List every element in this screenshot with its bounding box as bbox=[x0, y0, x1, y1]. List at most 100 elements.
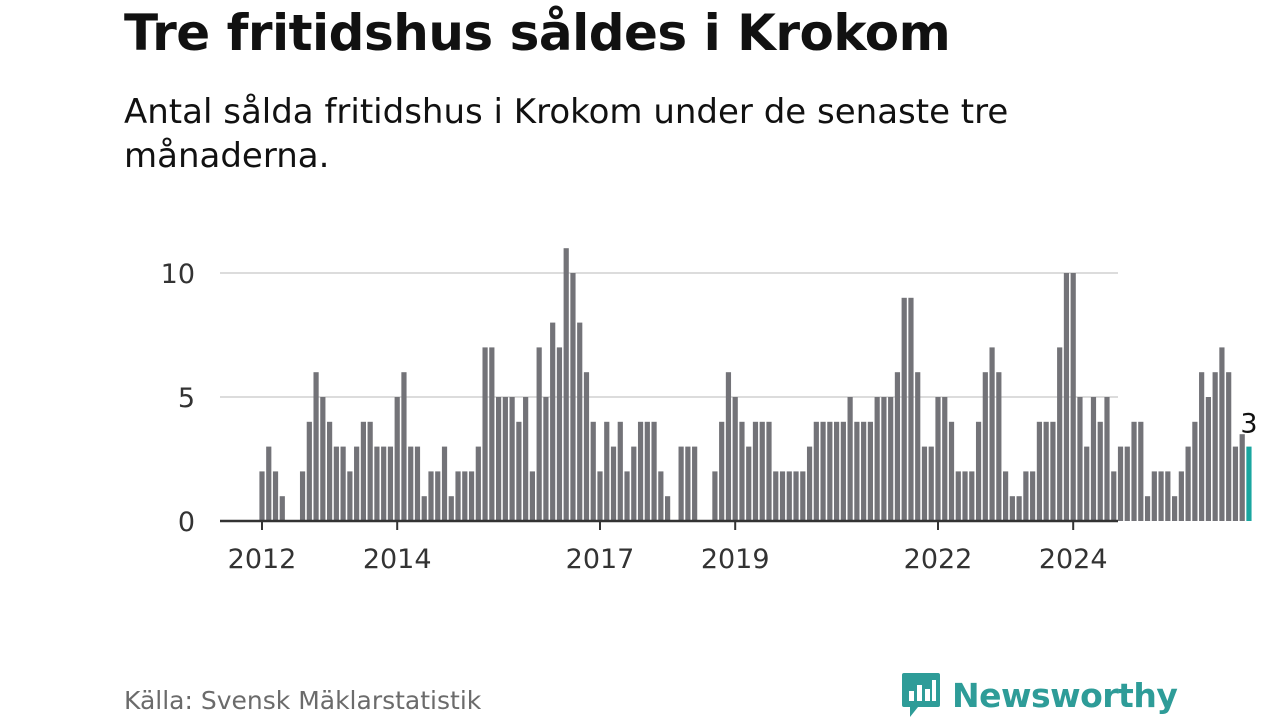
bar bbox=[523, 397, 529, 521]
x-tick-label: 2022 bbox=[904, 544, 973, 575]
bar bbox=[1090, 397, 1097, 521]
bar bbox=[550, 322, 556, 521]
bar bbox=[1043, 421, 1049, 521]
bar bbox=[854, 421, 860, 521]
bar bbox=[692, 446, 698, 521]
bar bbox=[888, 397, 894, 521]
bar bbox=[1124, 446, 1130, 521]
bar bbox=[1205, 397, 1211, 521]
bar bbox=[989, 347, 995, 521]
bar bbox=[604, 421, 610, 521]
bar bbox=[928, 446, 934, 521]
bar bbox=[1131, 421, 1137, 521]
bar bbox=[982, 372, 988, 521]
bar bbox=[455, 471, 461, 521]
bar bbox=[327, 421, 333, 521]
bar bbox=[813, 421, 819, 521]
bar bbox=[725, 372, 732, 521]
bar bbox=[266, 446, 272, 521]
bar bbox=[468, 471, 475, 521]
bar bbox=[435, 471, 441, 521]
bar bbox=[1144, 496, 1151, 521]
bar bbox=[1070, 273, 1076, 521]
bar bbox=[996, 372, 1002, 521]
bar bbox=[1151, 471, 1157, 521]
data-label-last: 3 bbox=[1240, 409, 1257, 440]
bar bbox=[840, 421, 846, 521]
bar bbox=[1077, 397, 1083, 521]
bar bbox=[408, 446, 414, 521]
bar bbox=[1097, 421, 1103, 521]
bar bbox=[333, 446, 339, 521]
bar bbox=[624, 471, 630, 521]
bar bbox=[861, 421, 867, 521]
bar bbox=[1003, 471, 1009, 521]
bar bbox=[462, 471, 468, 521]
bar bbox=[975, 421, 982, 521]
chart-title: Tre fritidshus såldes i Krokom bbox=[124, 4, 951, 62]
bar bbox=[496, 397, 502, 521]
bar bbox=[381, 446, 387, 521]
bar bbox=[414, 446, 421, 521]
bar bbox=[867, 421, 873, 521]
bar bbox=[806, 446, 813, 521]
bar bbox=[948, 421, 955, 521]
bar bbox=[1219, 347, 1225, 521]
bar bbox=[658, 471, 664, 521]
bar bbox=[448, 496, 454, 521]
bar bbox=[347, 471, 353, 521]
bar bbox=[935, 397, 941, 521]
bar bbox=[732, 397, 738, 521]
bar bbox=[306, 421, 312, 521]
bar bbox=[1057, 347, 1063, 521]
bar bbox=[543, 397, 549, 521]
bar bbox=[746, 446, 752, 521]
bar bbox=[759, 421, 765, 521]
bar bbox=[834, 421, 840, 521]
bar bbox=[583, 372, 590, 521]
bar bbox=[502, 397, 508, 521]
bar bbox=[590, 421, 596, 521]
bar bbox=[712, 471, 718, 521]
bar bbox=[1009, 496, 1015, 521]
bar bbox=[1030, 471, 1036, 521]
bar bbox=[610, 446, 617, 521]
bar bbox=[894, 372, 901, 521]
bar bbox=[320, 397, 326, 521]
bar-highlight bbox=[1246, 446, 1252, 521]
bar bbox=[563, 248, 569, 521]
bar bbox=[428, 471, 434, 521]
bar bbox=[556, 347, 563, 521]
bar bbox=[1084, 446, 1090, 521]
bar bbox=[651, 421, 657, 521]
bar bbox=[685, 446, 691, 521]
bar bbox=[374, 446, 380, 521]
bar bbox=[962, 471, 968, 521]
bar bbox=[1117, 446, 1124, 521]
bar bbox=[1192, 421, 1198, 521]
bar bbox=[631, 446, 637, 521]
bar bbox=[766, 421, 772, 521]
bar bbox=[1185, 446, 1191, 521]
bar bbox=[739, 421, 745, 521]
bar bbox=[441, 446, 448, 521]
bar bbox=[1165, 471, 1171, 521]
bar bbox=[1104, 397, 1110, 521]
bar bbox=[1111, 471, 1117, 521]
bar bbox=[1172, 496, 1178, 521]
bar bbox=[969, 471, 975, 521]
y-tick-label: 10 bbox=[161, 259, 195, 290]
bar bbox=[570, 273, 576, 521]
bar bbox=[1178, 471, 1184, 521]
bar bbox=[915, 372, 921, 521]
bar bbox=[509, 397, 515, 521]
bar bbox=[272, 471, 279, 521]
newsworthy-logo[interactable]: Newsworthy bbox=[900, 670, 1178, 720]
bar bbox=[874, 397, 880, 521]
bar bbox=[719, 421, 725, 521]
bar bbox=[536, 347, 542, 521]
bar bbox=[401, 372, 407, 521]
brand-name: Newsworthy bbox=[952, 675, 1178, 715]
source-note: Källa: Svensk Mäklarstatistik bbox=[124, 686, 482, 715]
y-tick-label: 0 bbox=[178, 507, 195, 538]
